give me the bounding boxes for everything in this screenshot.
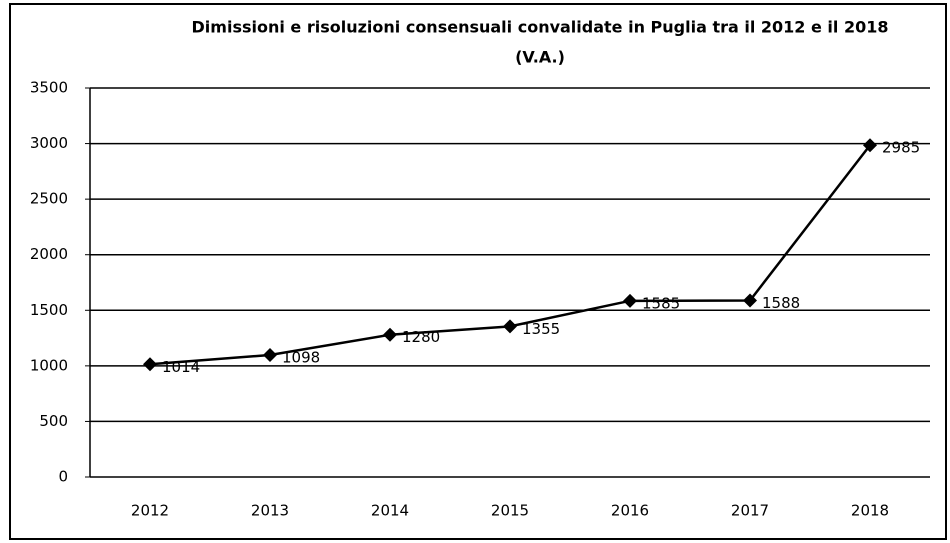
data-label: 1588 [762, 294, 800, 312]
x-tick-label: 2017 [731, 502, 769, 520]
y-tick-label: 3000 [30, 134, 68, 152]
x-tick-label: 2013 [251, 502, 289, 520]
x-tick-label: 2014 [371, 502, 409, 520]
data-label: 1098 [282, 348, 320, 366]
marker [743, 293, 757, 308]
chart-title: Dimissioni e risoluzioni consensuali con… [192, 18, 889, 37]
marker [623, 293, 637, 308]
y-tick-label: 500 [39, 412, 68, 430]
chart-frame [9, 3, 947, 540]
marker [383, 327, 397, 342]
x-tick-label: 2016 [611, 502, 649, 520]
y-tick-label: 1000 [30, 356, 68, 374]
chart-subtitle: (V.A.) [515, 48, 565, 67]
data-label: 1280 [402, 328, 440, 346]
marker [863, 138, 877, 153]
marker [503, 319, 517, 334]
data-label: 1355 [522, 320, 560, 338]
y-tick-label: 1500 [30, 301, 68, 319]
x-tick-label: 2012 [131, 502, 169, 520]
y-tick-label: 2500 [30, 190, 68, 208]
data-label: 1585 [642, 294, 680, 312]
x-tick-label: 2015 [491, 502, 529, 520]
x-tick-label: 2018 [851, 502, 889, 520]
data-label: 2985 [882, 139, 920, 157]
y-tick-label: 2000 [30, 245, 68, 263]
data-label: 1014 [162, 358, 200, 376]
y-tick-label: 3500 [30, 79, 68, 97]
marker [143, 357, 157, 372]
y-tick-label: 0 [58, 468, 68, 486]
marker [263, 347, 277, 362]
